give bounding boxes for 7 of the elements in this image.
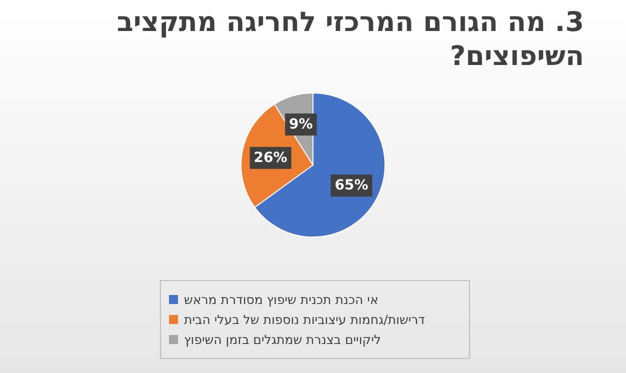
data-label: 9% <box>289 116 313 133</box>
data-label: 26% <box>254 150 288 166</box>
legend-label: אי הכנת תכנית שיפוץ מסודרת מראש <box>184 292 378 307</box>
legend-label: ליקויים בצנרת שמתגלים בזמן השיפוץ <box>184 332 382 347</box>
chart-title: 3. מה הגורם המרכזי לחריגה מתקציב השיפוצים? <box>116 6 584 74</box>
data-label: 65% <box>334 178 368 194</box>
legend-label: דרישות/גחמות עיצוביות נוספות של בעלי הבית <box>184 312 426 327</box>
